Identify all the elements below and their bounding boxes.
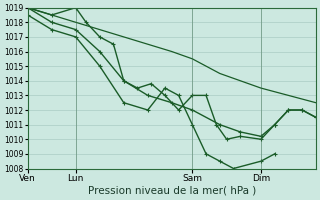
X-axis label: Pression niveau de la mer( hPa ): Pression niveau de la mer( hPa )	[88, 186, 256, 196]
